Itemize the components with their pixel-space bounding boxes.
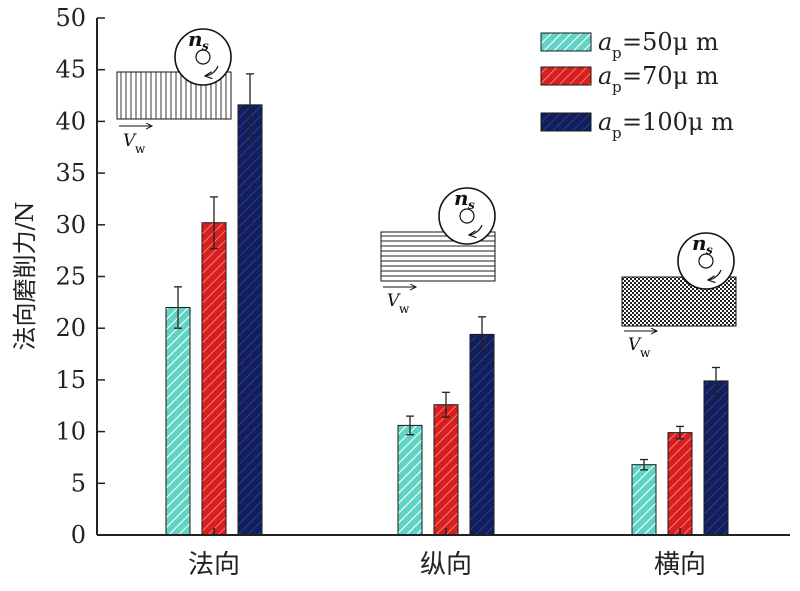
y-tick-label: 25 [55, 263, 86, 291]
y-tick-label: 40 [55, 107, 86, 135]
svg-text:w: w [640, 346, 651, 360]
svg-text:n: n [692, 231, 707, 255]
legend-label-var: a [598, 62, 612, 90]
y-tick-label: 45 [55, 56, 86, 84]
legend-label-var: a [598, 28, 612, 56]
svg-text:s: s [202, 39, 209, 53]
schematic-normal: n s V w [116, 27, 232, 156]
bar [397, 424, 423, 536]
legend-label-text: =100μ m [622, 108, 734, 136]
error-bars [174, 73, 720, 471]
legend-label-sub: p [612, 124, 622, 142]
schematic-longitudinal: n s V w [380, 186, 496, 316]
svg-text:w: w [135, 142, 146, 156]
svg-text:V: V [387, 291, 401, 311]
legend-label-text: =70μ m [622, 62, 719, 90]
legend-swatch [540, 66, 592, 86]
y-tick-label: 0 [71, 521, 86, 549]
bar [631, 464, 657, 536]
svg-text:w: w [399, 302, 410, 316]
svg-text:s: s [706, 243, 713, 257]
x-category-label: 横向 [654, 550, 706, 580]
y-tick-label: 35 [55, 159, 86, 187]
bar [469, 333, 495, 536]
legend-label-sub: p [612, 44, 622, 62]
legend-label-text: =50μ m [622, 28, 719, 56]
y-axis-title: 法向磨削力/N [11, 201, 39, 350]
y-ticks: 0 5 10 15 20 25 30 35 40 45 50 [55, 4, 105, 549]
bar [667, 432, 693, 536]
legend: a p =50μ ma p =70μ ma p =100μ m [540, 28, 734, 142]
bar [165, 307, 191, 536]
legend-swatch [540, 32, 592, 52]
schematic-transverse: n s V w [621, 231, 737, 360]
y-tick-label: 5 [71, 469, 86, 497]
y-tick-label: 50 [55, 4, 86, 32]
legend-label-sub: p [612, 78, 622, 96]
x-category-label: 法向 [188, 550, 240, 580]
svg-text:n: n [188, 27, 203, 51]
y-tick-label: 15 [55, 366, 86, 394]
y-tick-label: 20 [55, 314, 86, 342]
x-category-labels: 法向 纵向 横向 [188, 528, 706, 580]
svg-text:s: s [468, 198, 475, 212]
bar [237, 104, 263, 536]
bar [703, 380, 729, 536]
x-category-label: 纵向 [420, 550, 472, 580]
legend-swatch [540, 112, 592, 132]
y-tick-label: 10 [55, 418, 86, 446]
svg-text:n: n [454, 186, 469, 210]
bar [201, 222, 227, 536]
svg-text:V: V [123, 131, 137, 151]
svg-text:V: V [628, 335, 642, 355]
bar [433, 404, 459, 536]
legend-label-var: a [598, 108, 612, 136]
y-tick-label: 30 [55, 211, 86, 239]
